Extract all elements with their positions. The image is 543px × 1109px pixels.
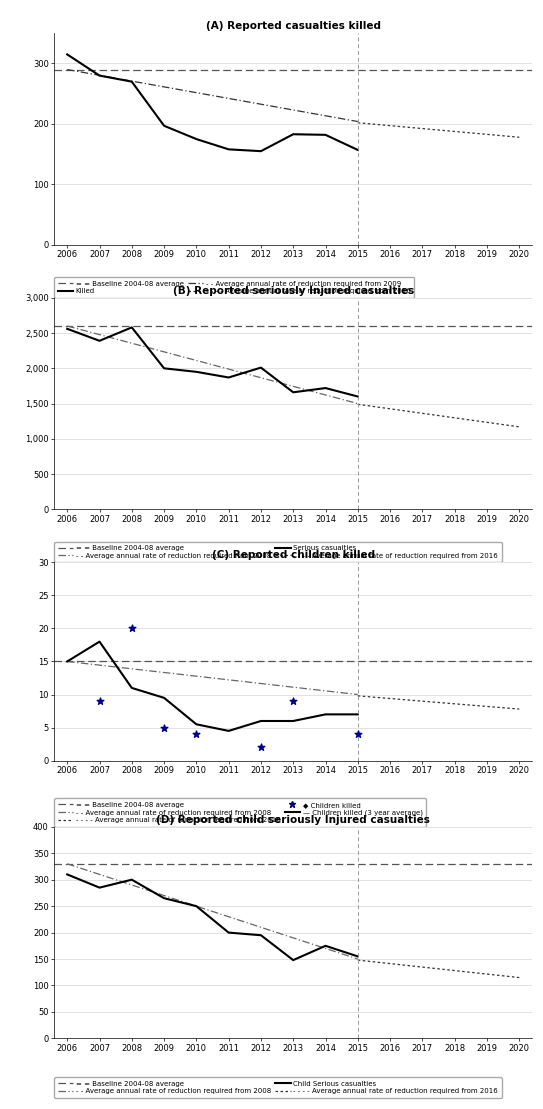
Legend: = = Baseline 2004-08 average, - - Average annual rate of reduction required from: = = Baseline 2004-08 average, - - Averag… bbox=[54, 1077, 502, 1098]
Point bbox=[95, 692, 104, 710]
Legend: = = Baseline 2004-08 average, - - Average annual rate of reduction required from: = = Baseline 2004-08 average, - - Averag… bbox=[54, 541, 502, 562]
Point bbox=[192, 725, 201, 743]
Title: (B) Reported seriously Injured casualties: (B) Reported seriously Injured casualtie… bbox=[173, 286, 414, 296]
Title: (A) Reported casualties killed: (A) Reported casualties killed bbox=[206, 21, 381, 31]
Point bbox=[289, 692, 298, 710]
Title: (D) Reported child seriously Injured casualties: (D) Reported child seriously Injured cas… bbox=[156, 815, 430, 825]
Legend: = = Baseline 2004-08 average, Killed, - - Average annual rate of reduction requi: = = Baseline 2004-08 average, Killed, - … bbox=[54, 277, 414, 298]
Point bbox=[160, 719, 168, 736]
Point bbox=[128, 620, 136, 638]
Legend: = = Baseline 2004-08 average, - - Average annual rate of reduction required from: = = Baseline 2004-08 average, - - Averag… bbox=[54, 798, 426, 827]
Point bbox=[257, 739, 266, 756]
Point bbox=[353, 725, 362, 743]
Title: (C) Reported children killed: (C) Reported children killed bbox=[212, 550, 375, 560]
